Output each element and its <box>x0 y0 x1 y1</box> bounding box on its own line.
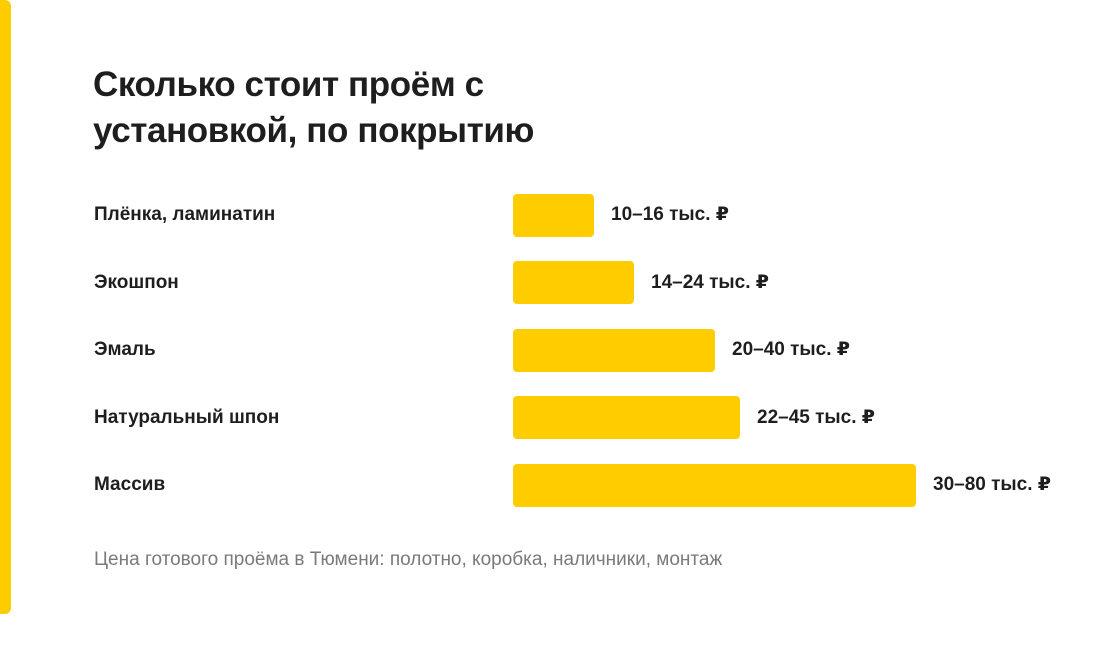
value-label: 10–16 тыс. ₽ <box>611 204 729 225</box>
value-label: 20–40 тыс. ₽ <box>732 339 850 360</box>
chart-footnote: Цена готового проёма в Тюмени: полотно, … <box>94 549 723 570</box>
category-label: Плёнка, ламинатин <box>94 204 276 225</box>
value-label: 30–80 тыс. ₽ <box>933 474 1051 495</box>
chart-title: Сколько стоит проём с установкой, по пок… <box>93 65 534 150</box>
bar <box>513 396 740 439</box>
bar <box>513 193 594 237</box>
bar <box>513 463 916 507</box>
value-label: 22–45 тыс. ₽ <box>757 406 875 428</box>
bar <box>513 261 634 304</box>
value-label: 14–24 тыс. ₽ <box>651 271 769 293</box>
category-label: Экошпон <box>94 271 179 293</box>
category-label: Натуральный шпон <box>94 406 280 428</box>
accent-stripe <box>0 0 11 614</box>
bar <box>513 328 715 372</box>
category-label: Эмаль <box>94 339 156 360</box>
category-label: Массив <box>94 474 166 495</box>
